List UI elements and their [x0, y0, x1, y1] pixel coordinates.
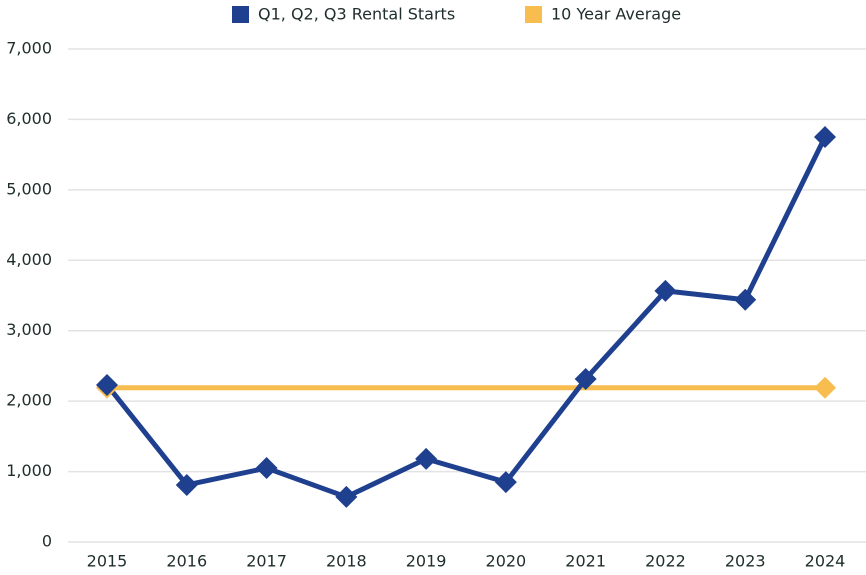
point-marker: [255, 457, 278, 480]
point-marker: [814, 126, 836, 149]
x-tick-label: 2020: [486, 552, 527, 571]
point-marker: [494, 471, 517, 494]
x-tick-label: 2021: [565, 552, 606, 571]
point-marker: [415, 447, 438, 470]
x-tick-label: 2023: [725, 552, 766, 571]
legend-swatch: [525, 6, 542, 23]
point-marker: [814, 376, 836, 399]
legend-label: Q1, Q2, Q3 Rental Starts: [258, 5, 455, 24]
legend-swatch: [232, 6, 249, 23]
y-tick-label: 6,000: [6, 109, 52, 128]
y-tick-label: 7,000: [6, 39, 52, 58]
x-tick-label: 2019: [406, 552, 447, 571]
x-tick-label: 2018: [326, 552, 367, 571]
x-tick-label: 2024: [805, 552, 846, 571]
x-tick-label: 2016: [166, 552, 207, 571]
x-tick-label: 2015: [87, 552, 128, 571]
point-marker: [734, 288, 757, 311]
y-tick-label: 2,000: [6, 391, 52, 410]
point-marker: [96, 373, 118, 396]
point-marker: [175, 473, 198, 496]
y-tick-label: 1,000: [6, 461, 52, 480]
point-marker: [574, 367, 597, 390]
y-tick-label: 3,000: [6, 320, 52, 339]
y-tick-label: 4,000: [6, 250, 52, 269]
y-tick-label: 0: [42, 532, 52, 551]
point-marker: [335, 485, 358, 508]
y-tick-label: 5,000: [6, 179, 52, 198]
legend-label: 10 Year Average: [551, 5, 681, 24]
point-marker: [654, 279, 677, 302]
x-tick-label: 2022: [645, 552, 686, 571]
x-tick-label: 2017: [246, 552, 287, 571]
series-line: [105, 135, 828, 500]
